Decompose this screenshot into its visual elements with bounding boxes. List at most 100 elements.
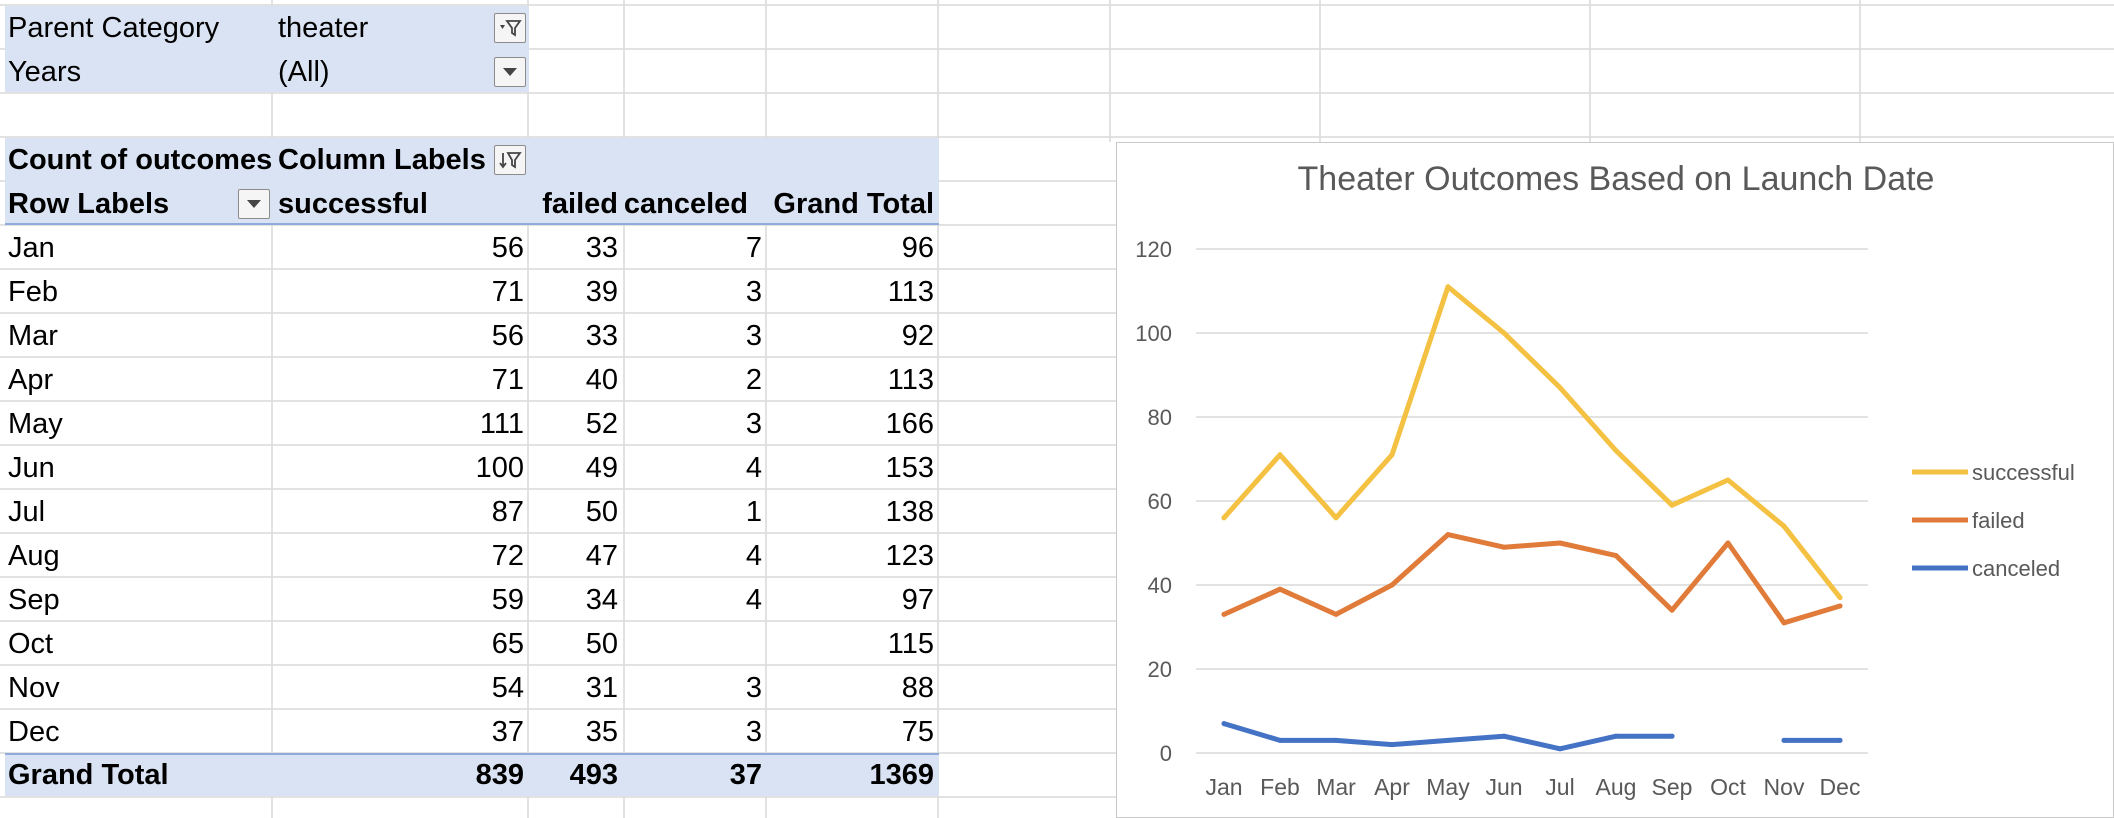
chart-title: Theater Outcomes Based on Launch Date bbox=[1298, 160, 1935, 198]
row-label-apr: Apr bbox=[8, 364, 54, 396]
data-point-successful[interactable] bbox=[1557, 385, 1563, 391]
grand-total-band bbox=[5, 754, 939, 796]
data-point-failed[interactable] bbox=[1669, 607, 1675, 613]
dropdown-arrow-icon bbox=[503, 68, 517, 76]
x-tick-label: Jun bbox=[1485, 774, 1522, 800]
row-labels-filter-button[interactable] bbox=[238, 189, 270, 219]
filter-label-years: Years bbox=[8, 56, 82, 88]
cell-aug-grand-total: 123 bbox=[885, 540, 934, 572]
x-tick-label: Feb bbox=[1260, 774, 1300, 800]
data-point-successful[interactable] bbox=[1837, 595, 1843, 601]
x-tick-label: Jan bbox=[1205, 774, 1242, 800]
x-tick-label: Dec bbox=[1820, 774, 1861, 800]
data-point-failed[interactable] bbox=[1221, 611, 1227, 617]
row-label-dec: Dec bbox=[8, 716, 60, 748]
data-point-failed[interactable] bbox=[1837, 603, 1843, 609]
grand-total-successful: 839 bbox=[475, 759, 524, 791]
cell-jan-successful: 56 bbox=[491, 232, 524, 264]
row-label-oct: Oct bbox=[8, 628, 54, 660]
legend-label-canceled: canceled bbox=[1972, 556, 2060, 581]
dropdown-arrow-icon bbox=[247, 200, 261, 208]
filter-band bbox=[5, 6, 529, 92]
data-point-canceled[interactable] bbox=[1277, 737, 1283, 743]
data-point-failed[interactable] bbox=[1277, 586, 1283, 592]
data-point-canceled[interactable] bbox=[1613, 733, 1619, 739]
data-point-failed[interactable] bbox=[1725, 540, 1731, 546]
pivot-header-divider bbox=[5, 223, 939, 225]
cell-apr-failed: 40 bbox=[585, 364, 618, 396]
x-tick-label: Sep bbox=[1652, 774, 1693, 800]
grand-total-failed: 493 bbox=[569, 759, 618, 791]
data-point-canceled[interactable] bbox=[1221, 721, 1227, 727]
data-point-canceled[interactable] bbox=[1501, 733, 1507, 739]
cell-mar-grand-total: 92 bbox=[901, 320, 934, 352]
data-point-failed[interactable] bbox=[1613, 553, 1619, 559]
header-grand-total: Grand Total bbox=[773, 188, 934, 220]
cell-feb-canceled: 3 bbox=[745, 276, 762, 308]
data-point-canceled[interactable] bbox=[1333, 737, 1339, 743]
x-tick-label: Aug bbox=[1596, 774, 1637, 800]
y-tick-label: 100 bbox=[1135, 321, 1172, 346]
cell-sep-successful: 59 bbox=[491, 584, 524, 616]
row-label-mar: Mar bbox=[8, 320, 58, 352]
data-point-successful[interactable] bbox=[1389, 452, 1395, 458]
cell-may-failed: 52 bbox=[585, 408, 618, 440]
data-point-failed[interactable] bbox=[1389, 582, 1395, 588]
cell-aug-failed: 47 bbox=[585, 540, 618, 572]
row-label-may: May bbox=[8, 408, 63, 440]
cell-oct-successful: 65 bbox=[491, 628, 524, 660]
parent-category-filter-button[interactable] bbox=[494, 13, 526, 43]
data-point-successful[interactable] bbox=[1669, 502, 1675, 508]
cell-aug-successful: 72 bbox=[491, 540, 524, 572]
data-point-failed[interactable] bbox=[1445, 532, 1451, 538]
cell-jun-failed: 49 bbox=[585, 452, 618, 484]
cell-nov-grand-total: 88 bbox=[901, 672, 934, 704]
x-tick-label: Apr bbox=[1374, 774, 1410, 800]
cell-jul-successful: 87 bbox=[491, 496, 524, 528]
data-point-successful[interactable] bbox=[1613, 448, 1619, 454]
data-point-canceled[interactable] bbox=[1837, 737, 1843, 743]
data-point-successful[interactable] bbox=[1781, 523, 1787, 529]
x-tick-label: Oct bbox=[1710, 774, 1746, 800]
data-point-successful[interactable] bbox=[1221, 515, 1227, 521]
data-point-canceled[interactable] bbox=[1557, 746, 1563, 752]
pivot-header-band bbox=[5, 138, 939, 224]
data-point-canceled[interactable] bbox=[1445, 737, 1451, 743]
legend-label-failed: failed bbox=[1972, 508, 2025, 533]
data-point-failed[interactable] bbox=[1557, 540, 1563, 546]
cell-dec-successful: 37 bbox=[491, 716, 524, 748]
cell-apr-grand-total: 113 bbox=[887, 364, 934, 396]
pivot-corner-label: Count of outcomes bbox=[8, 144, 273, 176]
data-point-successful[interactable] bbox=[1277, 452, 1283, 458]
data-point-canceled[interactable] bbox=[1389, 742, 1395, 748]
series-line-successful[interactable] bbox=[1221, 284, 1843, 601]
cell-feb-failed: 39 bbox=[585, 276, 618, 308]
line-chart[interactable]: Theater Outcomes Based on Launch Date 0 2… bbox=[1116, 142, 2114, 818]
data-point-failed[interactable] bbox=[1781, 620, 1787, 626]
filter-applied-icon bbox=[500, 20, 522, 37]
years-filter-button[interactable] bbox=[494, 57, 526, 87]
y-tick-label: 120 bbox=[1135, 237, 1172, 262]
row-label-jul: Jul bbox=[8, 496, 46, 528]
cell-feb-successful: 71 bbox=[491, 276, 524, 308]
cell-jul-grand-total: 138 bbox=[885, 496, 934, 528]
series-line-failed[interactable] bbox=[1221, 532, 1843, 626]
x-tick-label: Mar bbox=[1316, 774, 1356, 800]
filter-label-parent-category: Parent Category bbox=[8, 12, 220, 44]
data-point-successful[interactable] bbox=[1333, 515, 1339, 521]
filter-value-parent-category[interactable]: theater bbox=[278, 12, 369, 44]
grand-total-canceled: 37 bbox=[729, 759, 762, 791]
x-tick-label: May bbox=[1426, 774, 1470, 800]
cell-oct-failed: 50 bbox=[585, 628, 618, 660]
data-point-failed[interactable] bbox=[1501, 544, 1507, 550]
data-point-canceled[interactable] bbox=[1781, 737, 1787, 743]
data-point-failed[interactable] bbox=[1333, 611, 1339, 617]
data-point-successful[interactable] bbox=[1445, 284, 1451, 290]
data-point-successful[interactable] bbox=[1725, 477, 1731, 483]
cell-mar-canceled: 3 bbox=[745, 320, 762, 352]
data-point-canceled[interactable] bbox=[1669, 733, 1675, 739]
column-labels-sort-filter-button[interactable] bbox=[494, 145, 526, 175]
pivot-row-labels: Row Labels bbox=[8, 188, 170, 220]
filter-value-years[interactable]: (All) bbox=[278, 56, 330, 88]
data-point-successful[interactable] bbox=[1501, 330, 1507, 336]
